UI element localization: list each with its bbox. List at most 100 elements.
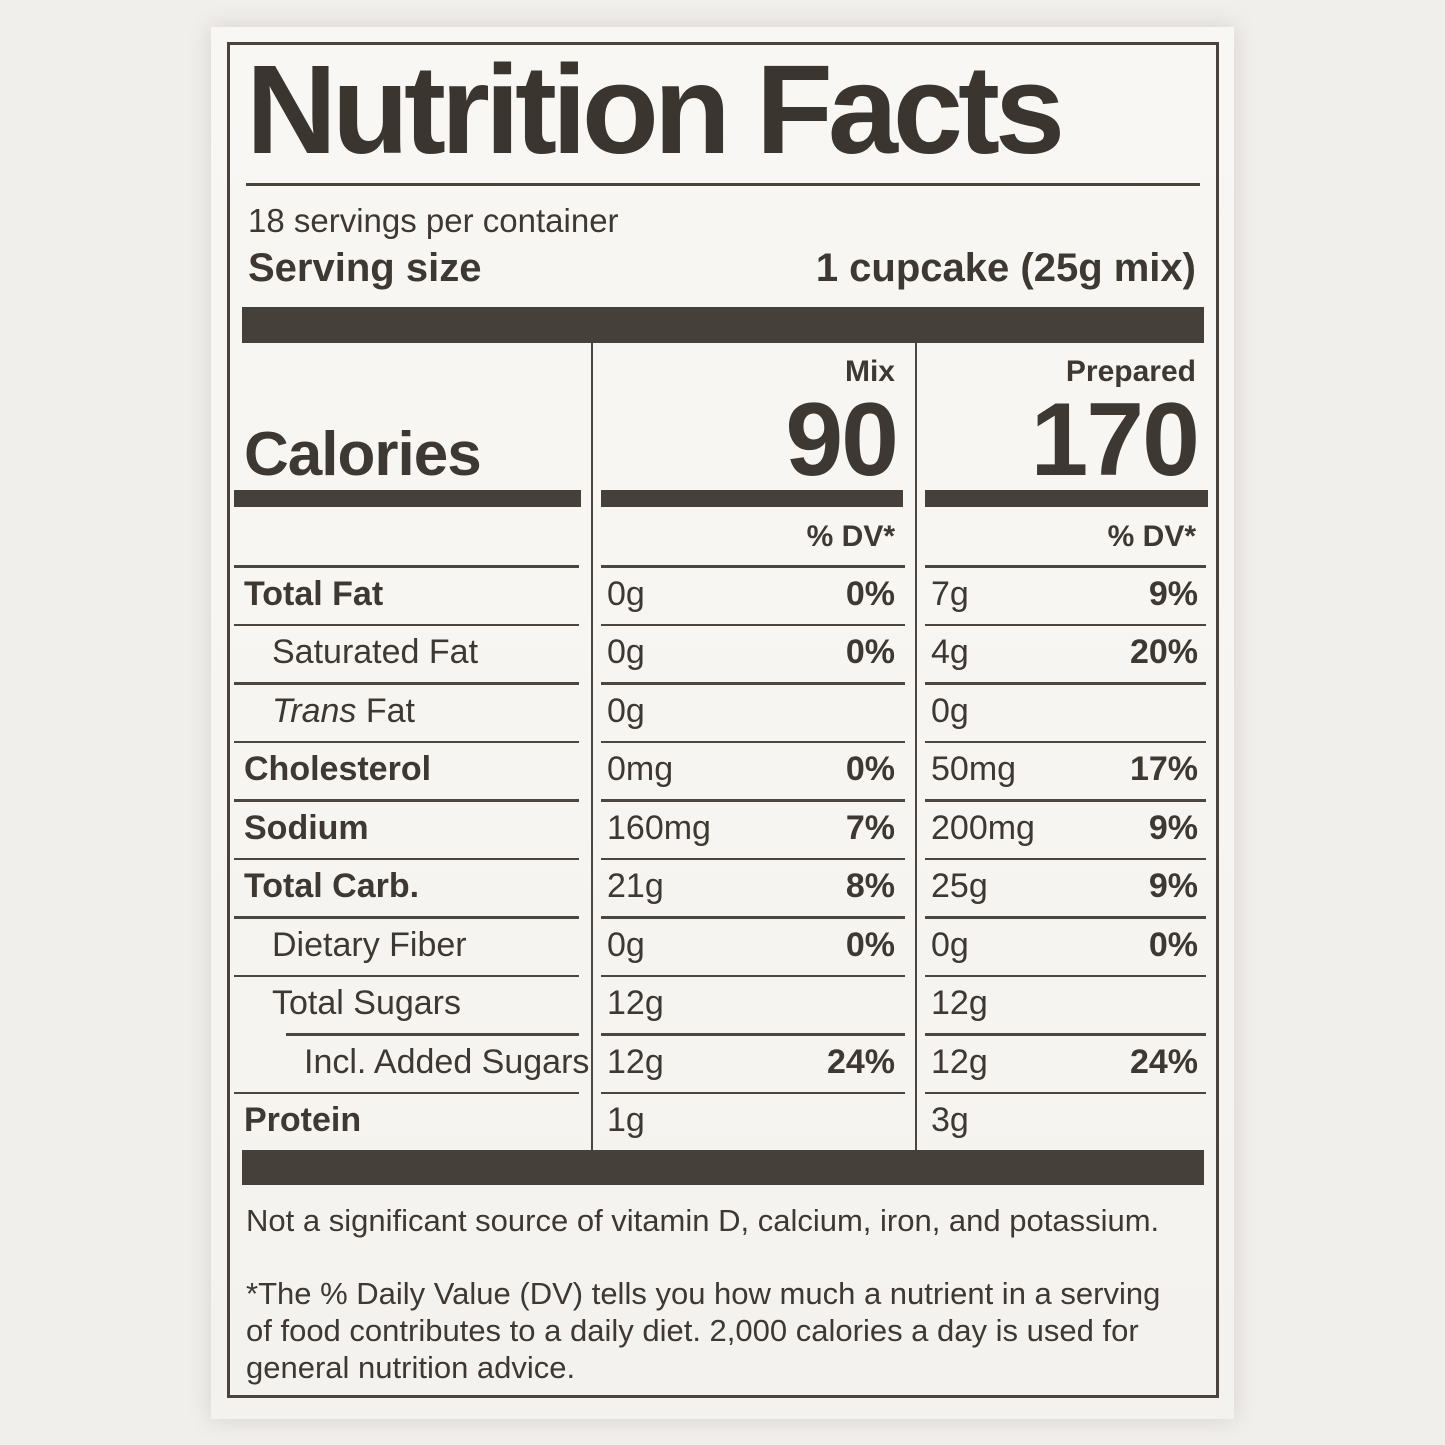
nutrient-label: Trans Fat [272,691,415,730]
nutrient-prepared-amount: 3g [931,1101,969,1140]
row-divider-rule [601,974,905,977]
calories-underbar-prepared [915,487,1216,509]
nutrient-prepared-amount: 200mg [931,808,1035,847]
nutrient-prepared-amount: 0g [931,925,969,964]
row-divider-rule [601,799,905,802]
nutrient-mix-dv: 8% [845,867,895,906]
nutrient-label: Saturated Fat [272,633,479,672]
nutrient-prepared-cell: 4g 20% [915,623,1216,682]
calories-label: Calories [244,419,482,489]
nutrient-mix-cell: 0g 0% [591,565,915,624]
calories-prepared-value: 170 [1030,382,1200,499]
nutrient-mix-cell: 0g [591,682,915,741]
medium-bar [234,490,581,507]
thick-divider-top [242,307,1204,343]
row-divider-rule [601,916,905,919]
row-divider-rule [234,857,579,860]
nutrient-row-label-cell: Incl. Added Sugars [230,1033,591,1092]
nutrient-mix-cell: 160mg 7% [591,799,915,858]
row-divider-rule [925,565,1206,568]
nutrient-label: Total Carb. [244,867,420,906]
nutrient-prepared-dv: 9% [1148,867,1198,906]
calories-mix-value: 90 [785,382,899,499]
daily-value-footnote: *The % Daily Value (DV) tells you how mu… [246,1276,1161,1385]
column-header-mix: Mix [591,343,915,393]
row-divider-rule [925,740,1206,743]
row-divider-rule [925,1033,1206,1036]
nutrient-mix-cell: 0g 0% [591,916,915,975]
nutrition-table: Mix Prepared Calories 90 170 % DV* % DV*… [230,343,1216,1150]
calories-prepared-cell: 170 [915,382,1216,499]
nutrition-label-border: Nutrition Facts 18 servings per containe… [227,42,1219,1398]
row-divider-rule [234,740,579,743]
row-divider-rule [286,1033,579,1036]
nutrient-mix-dv: 0% [845,925,895,964]
nutrient-mix-amount: 12g [607,1042,664,1081]
nutrient-mix-amount: 0mg [607,750,674,789]
row-divider-rule [925,1091,1206,1094]
row-divider-rule [601,1033,905,1036]
thick-divider-bottom [242,1150,1204,1185]
dv-header-spacer [230,509,591,565]
nutrient-label: Dietary Fiber [272,925,467,964]
nutrient-mix-cell: 21g 8% [591,857,915,916]
nutrient-prepared-cell: 50mg 17% [915,740,1216,799]
nutrient-prepared-dv: 9% [1148,574,1198,613]
calories-row-label-cell: Calories [230,393,591,487]
serving-size-row: Serving size 1 cupcake (25g mix) [248,246,1196,291]
row-divider-rule [234,974,579,977]
serving-size-value: 1 cupcake (25g mix) [815,246,1196,290]
dv-header-mix: % DV* [591,509,915,565]
nutrient-prepared-cell: 0g 0% [915,916,1216,975]
row-divider-rule [925,799,1206,802]
row-divider-rule [601,740,905,743]
nutrient-label: Total Sugars [272,984,461,1023]
nutrient-mix-amount: 21g [607,867,664,906]
nutrient-mix-cell: 0mg 0% [591,740,915,799]
nutrient-row-label-cell: Sodium [230,799,591,858]
nutrient-mix-amount: 0g [607,633,645,672]
nutrient-mix-cell: 12g 24% [591,1033,915,1092]
row-divider-rule [925,623,1206,626]
nutrient-mix-dv: 7% [845,808,895,847]
nutrient-prepared-amount: 4g [931,633,969,672]
row-divider-rule [234,916,579,919]
nutrient-row-label-cell: Trans Fat [230,682,591,741]
nutrient-prepared-dv: 9% [1148,808,1198,847]
nutrient-mix-amount: 1g [607,1101,645,1140]
nutrient-prepared-amount: 7g [931,574,969,613]
nutrient-mix-amount: 160mg [607,808,711,847]
nutrient-prepared-cell: 200mg 9% [915,799,1216,858]
nutrient-label: Total Fat [244,574,384,613]
nutrient-prepared-dv: 24% [1129,1042,1198,1081]
nutrient-prepared-amount: 12g [931,984,988,1023]
row-divider-rule [234,623,579,626]
nutrient-prepared-cell: 3g [915,1091,1216,1150]
nutrient-mix-cell: 0g 0% [591,623,915,682]
nutrient-prepared-dv: 0% [1148,925,1198,964]
column-header-spacer [230,343,591,393]
nutrient-row-label-cell: Cholesterol [230,740,591,800]
row-divider-rule [234,799,579,802]
nutrient-mix-dv: 0% [845,633,895,672]
row-divider-rule [601,623,905,626]
nutrient-prepared-cell: 12g [915,974,1216,1033]
dv-header-prepared: % DV* [915,509,1216,565]
nutrient-prepared-dv: 20% [1129,633,1198,672]
nutrient-mix-amount: 0g [607,691,645,730]
row-divider-rule [234,565,579,568]
nutrition-label-sheet: Nutrition Facts 18 servings per containe… [211,27,1234,1419]
nutrient-label: Incl. Added Sugars [304,1042,590,1081]
calories-underbar-left [230,487,591,509]
nutrient-label: Protein [244,1101,362,1140]
calories-underbar-mix [591,487,915,509]
nutrient-prepared-cell: 0g [915,682,1216,741]
row-divider-rule [601,682,905,685]
calories-mix-cell: 90 [591,382,915,499]
nutrient-mix-cell: 1g [591,1091,915,1150]
servings-per-container: 18 servings per container [248,202,619,239]
row-divider-rule [601,1091,905,1094]
row-divider-rule [601,565,905,568]
nutrient-mix-amount: 0g [607,574,645,613]
row-divider-rule [234,682,579,685]
